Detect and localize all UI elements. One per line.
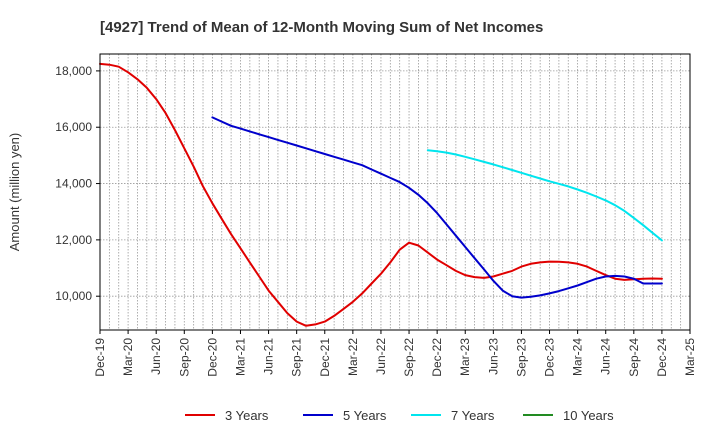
y-tick-label: 16,000 <box>55 120 92 134</box>
x-tick-label: Dec-20 <box>205 338 219 377</box>
x-tick-label: Jun-22 <box>374 338 388 375</box>
legend-label: 7 Years <box>451 408 495 423</box>
x-tick-label: Mar-20 <box>121 338 135 376</box>
x-tick-label: Jun-21 <box>262 338 276 375</box>
x-tick-label: Mar-23 <box>458 338 472 376</box>
x-tick-label: Dec-23 <box>543 338 557 377</box>
x-tick-label: Dec-22 <box>430 338 444 377</box>
x-tick-label: Sep-23 <box>514 338 528 377</box>
plot-area-border <box>99 53 691 331</box>
x-tick-label: Mar-22 <box>346 338 360 376</box>
x-tick-label: Mar-21 <box>233 338 247 376</box>
x-tick-labels: Dec-19 Mar-20 Jun-20 Sep-20 Dec-20 Mar-21 Jun-… <box>93 330 697 377</box>
chart-title: [4927] Trend of Mean of 12-Month Moving … <box>100 19 543 36</box>
x-tick-label: Jun-23 <box>486 338 500 375</box>
legend-label: 3 Years <box>225 408 269 423</box>
series-line-7-years <box>426 149 663 242</box>
x-tick-label: Mar-24 <box>571 338 585 376</box>
series-line-5-years <box>211 116 663 299</box>
x-tick-label: Jun-20 <box>149 338 163 375</box>
series-lines <box>99 62 663 327</box>
x-tick-label: Mar-25 <box>683 338 697 376</box>
series-line-3-years <box>99 62 663 327</box>
x-tick-label: Dec-24 <box>655 338 669 377</box>
y-tick-label: 12,000 <box>55 233 92 247</box>
grid-layer <box>100 54 690 330</box>
y-tick-label: 18,000 <box>55 64 92 78</box>
x-tick-label: Sep-20 <box>177 338 191 377</box>
y-axis-label: Amount (million yen) <box>7 133 22 252</box>
y-tick-labels: 10,000 12,000 14,000 16,000 18,000 <box>55 64 100 303</box>
x-tick-label: Sep-24 <box>627 338 641 377</box>
x-tick-label: Sep-21 <box>290 338 304 377</box>
x-tick-label: Sep-22 <box>402 338 416 377</box>
x-tick-label: Jun-24 <box>599 338 613 375</box>
x-tick-label: Dec-19 <box>93 338 107 377</box>
legend: 3 Years 5 Years 7 Years 10 Years <box>185 408 614 423</box>
y-tick-label: 14,000 <box>55 177 92 191</box>
legend-label: 5 Years <box>343 408 387 423</box>
x-tick-label: Dec-21 <box>318 338 332 377</box>
legend-label: 10 Years <box>563 408 614 423</box>
y-tick-label: 10,000 <box>55 289 92 303</box>
